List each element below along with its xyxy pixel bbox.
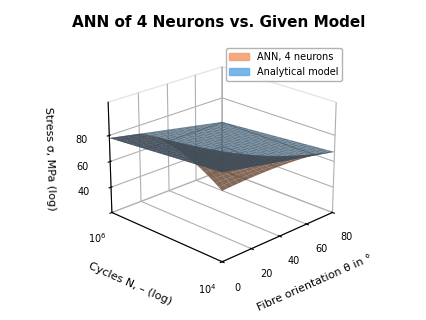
Legend: ANN, 4 neurons, Analytical model: ANN, 4 neurons, Analytical model (225, 48, 341, 81)
Title: ANN of 4 Neurons vs. Given Model: ANN of 4 Neurons vs. Given Model (72, 15, 365, 30)
Y-axis label: Cycles N, – (log): Cycles N, – (log) (87, 260, 173, 306)
X-axis label: Fibre orientation θ in °: Fibre orientation θ in ° (255, 253, 372, 313)
